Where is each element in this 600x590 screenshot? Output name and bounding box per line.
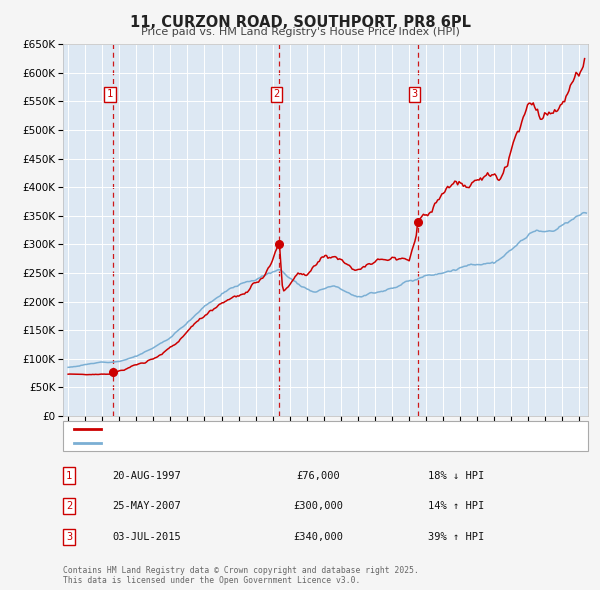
Text: 1: 1	[107, 90, 113, 100]
Text: 39% ↑ HPI: 39% ↑ HPI	[428, 532, 484, 542]
Text: 20-AUG-1997: 20-AUG-1997	[113, 471, 181, 480]
Text: 2: 2	[66, 502, 72, 511]
Text: 11, CURZON ROAD, SOUTHPORT, PR8 6PL: 11, CURZON ROAD, SOUTHPORT, PR8 6PL	[130, 15, 470, 30]
Text: HPI: Average price, detached house, Sefton: HPI: Average price, detached house, Seft…	[107, 438, 319, 448]
Text: 3: 3	[66, 532, 72, 542]
Text: 18% ↓ HPI: 18% ↓ HPI	[428, 471, 484, 480]
Text: Price paid vs. HM Land Registry's House Price Index (HPI): Price paid vs. HM Land Registry's House …	[140, 27, 460, 37]
Text: 25-MAY-2007: 25-MAY-2007	[113, 502, 181, 511]
Text: £340,000: £340,000	[293, 532, 343, 542]
Text: 03-JUL-2015: 03-JUL-2015	[113, 532, 181, 542]
Text: 11, CURZON ROAD, SOUTHPORT, PR8 6PL (detached house): 11, CURZON ROAD, SOUTHPORT, PR8 6PL (det…	[107, 424, 401, 434]
Text: 3: 3	[412, 90, 418, 100]
Text: £76,000: £76,000	[296, 471, 340, 480]
Text: Contains HM Land Registry data © Crown copyright and database right 2025.
This d: Contains HM Land Registry data © Crown c…	[63, 566, 419, 585]
Text: 2: 2	[273, 90, 280, 100]
Text: 1: 1	[66, 471, 72, 480]
Text: 14% ↑ HPI: 14% ↑ HPI	[428, 502, 484, 511]
Text: £300,000: £300,000	[293, 502, 343, 511]
